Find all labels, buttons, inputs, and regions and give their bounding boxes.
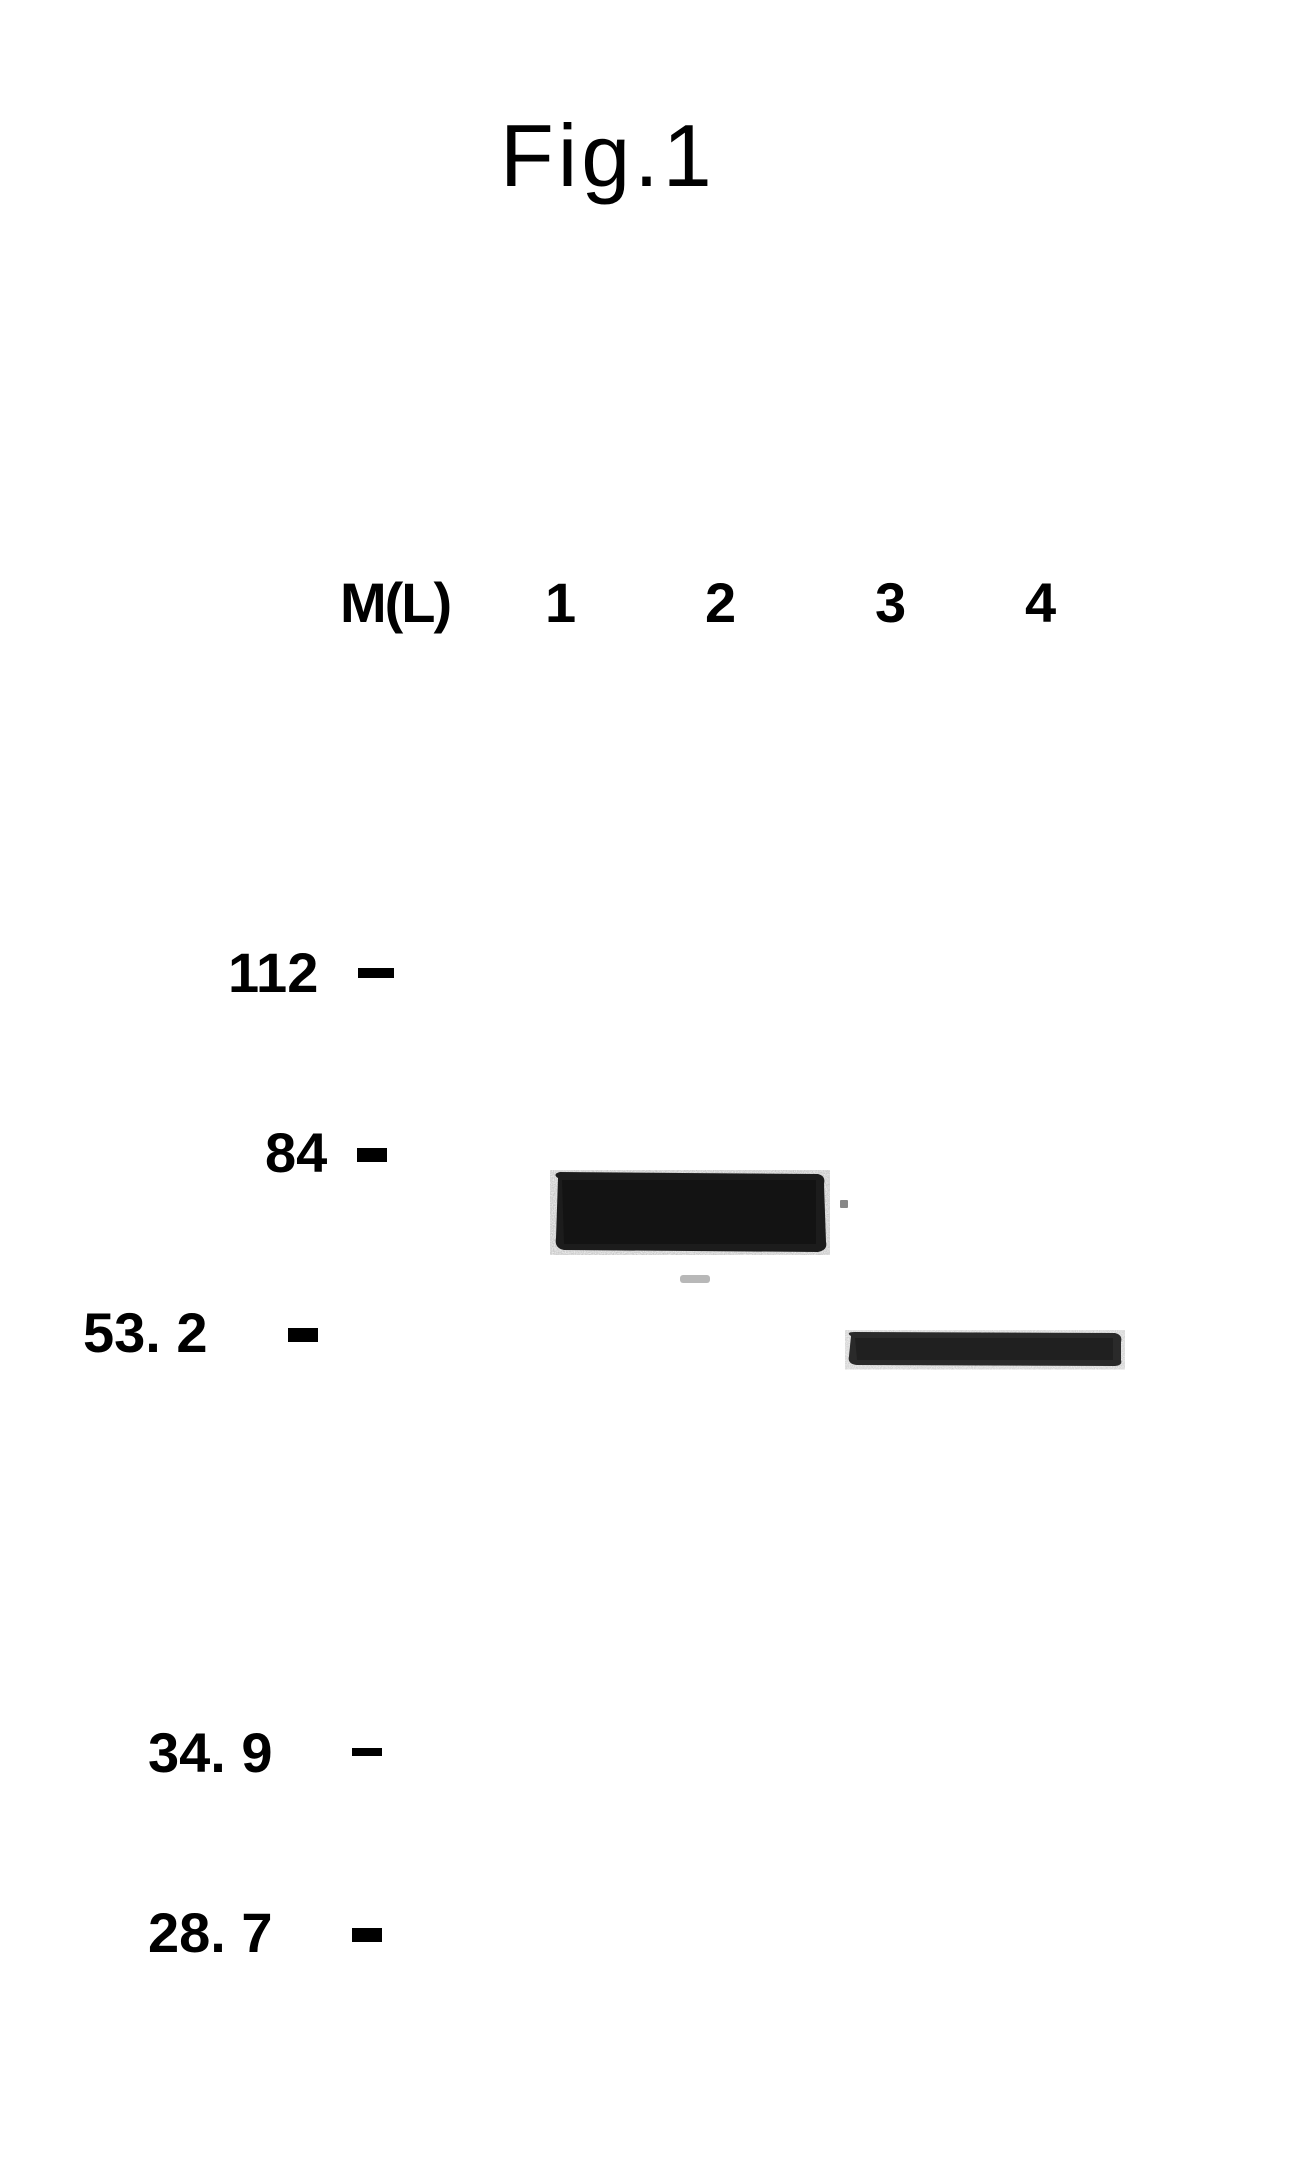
band-shape-icon <box>550 1170 830 1255</box>
band-shape-icon <box>845 1330 1125 1370</box>
lane-label-4: 4 <box>1025 570 1056 635</box>
figure-title: Fig.1 <box>500 105 716 207</box>
gel-band-lanes-3-4 <box>845 1330 1125 1370</box>
marker-label-112: 112 <box>228 940 318 1005</box>
marker-tick-53-2 <box>288 1328 318 1342</box>
gel-artifact-dot <box>840 1200 848 1208</box>
marker-tick-84 <box>357 1148 387 1162</box>
lane-label-marker: M(L) <box>340 570 450 635</box>
gel-band-lanes-1-2 <box>550 1170 830 1255</box>
lane-label-2: 2 <box>705 570 736 635</box>
marker-tick-34-9 <box>352 1748 382 1756</box>
lane-label-1: 1 <box>545 570 576 635</box>
marker-label-34-9: 34. 9 <box>148 1720 273 1785</box>
marker-tick-112 <box>358 968 394 978</box>
marker-label-53-2: 53. 2 <box>83 1300 208 1365</box>
gel-artifact-smudge <box>680 1275 710 1283</box>
marker-tick-28-7 <box>352 1928 382 1942</box>
marker-label-84: 84 <box>265 1120 327 1185</box>
lane-label-3: 3 <box>875 570 906 635</box>
marker-label-28-7: 28. 7 <box>148 1900 273 1965</box>
